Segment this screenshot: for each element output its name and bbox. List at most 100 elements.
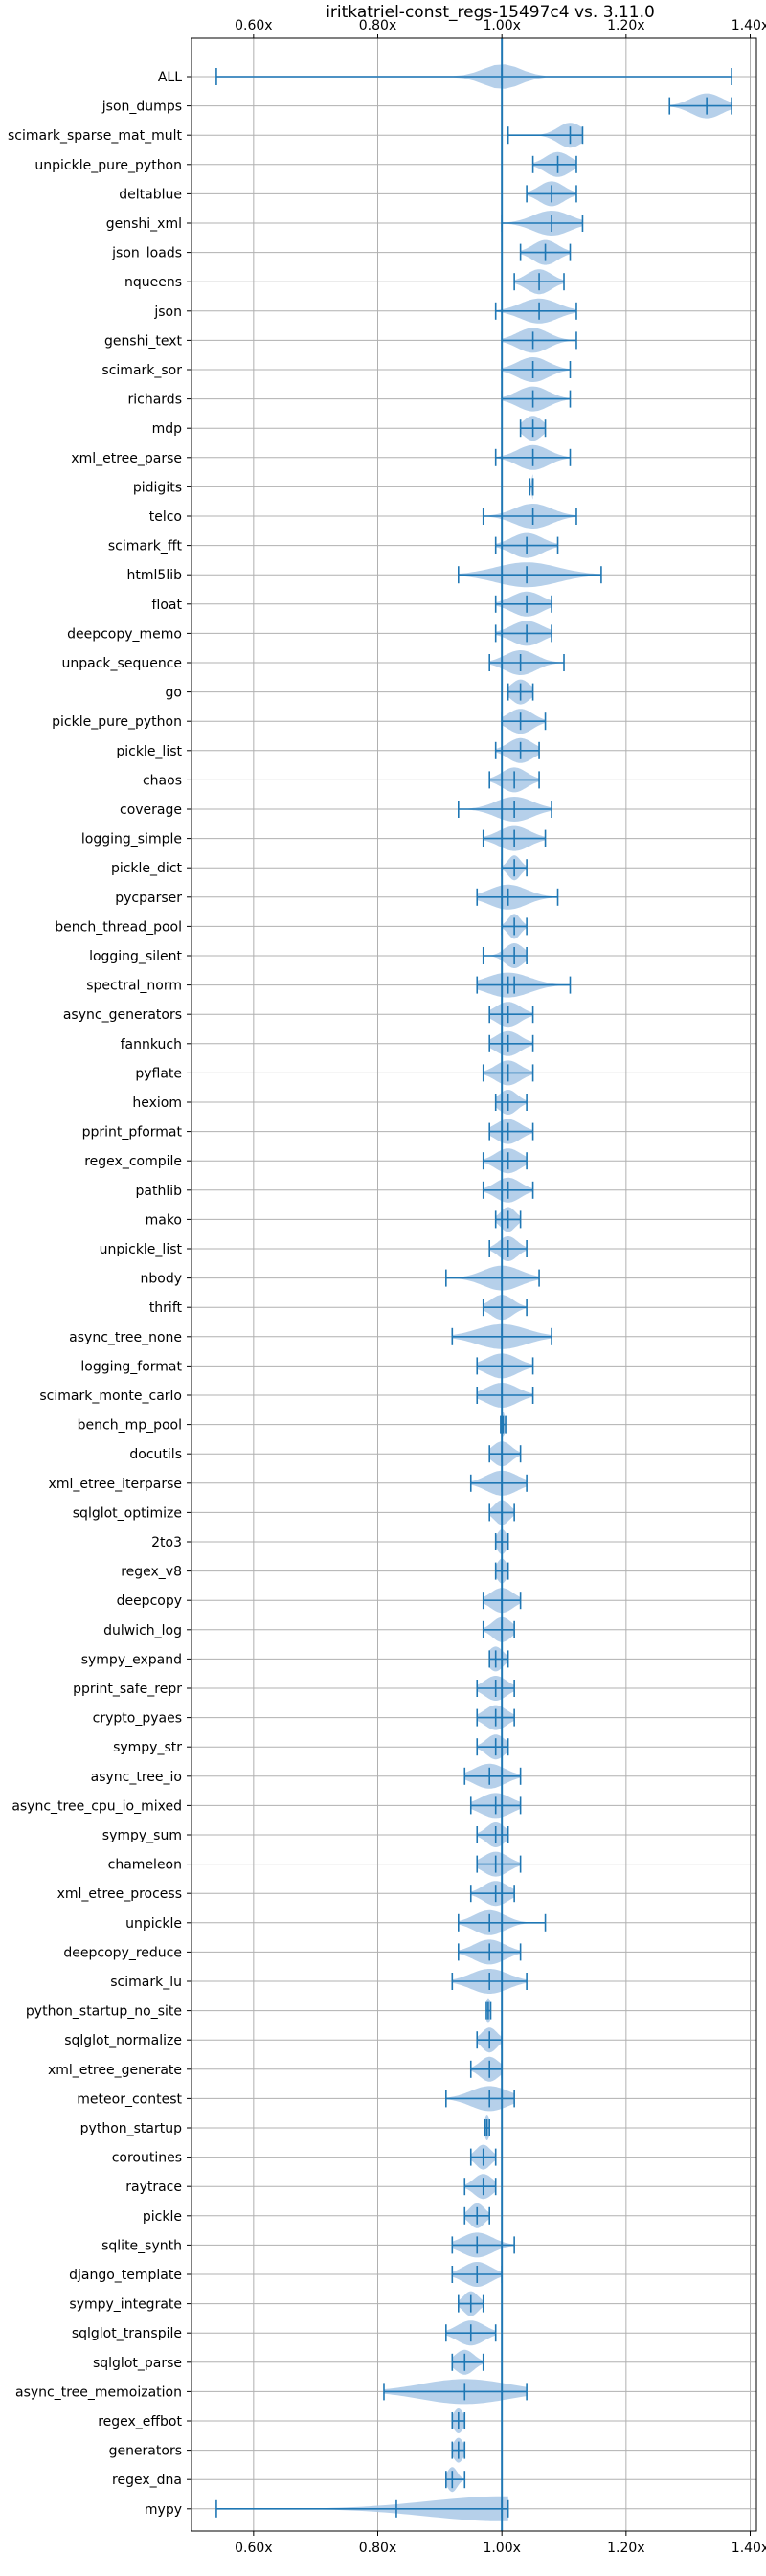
violin-regex_compile [482, 1148, 528, 1174]
violin-sqlite_synth [451, 2232, 515, 2258]
violin-unpack_sequence [488, 650, 565, 675]
y-tick-label: 2to3 [151, 1535, 182, 1550]
violin-json_loads [519, 239, 572, 265]
y-tick-label: xml_etree_parse [71, 451, 182, 466]
y-tick-label: docutils [129, 1447, 182, 1462]
violin-xml_etree_process [469, 1881, 515, 1907]
violin-async_generators [488, 1002, 534, 1028]
violin-django_template [451, 2262, 503, 2287]
violin-unpickle_list [488, 1236, 528, 1261]
axes: 0.60x 0.60x 0.80x 0.80x 1.00x 1.00x 1.20x 1.20x… [8, 18, 766, 2556]
y-tick-label: chameleon [108, 1858, 182, 1873]
violin-regex_effbot [451, 2408, 466, 2433]
violin-json_dumps [668, 93, 732, 119]
y-tick-label: mdp [152, 421, 183, 437]
y-tick-label: crypto_pyaes [93, 1711, 182, 1727]
violin-pickle_dict [501, 855, 528, 881]
violin-mako [494, 1207, 522, 1232]
violin-dulwich_log [482, 1616, 515, 1642]
violin-logging_silent [482, 943, 528, 968]
violin-json [494, 298, 577, 324]
violin-coverage [457, 797, 552, 822]
violin-deepcopy_memo [494, 621, 552, 646]
violin-coroutines [469, 2144, 497, 2170]
violin-deltablue [526, 181, 577, 207]
violin-pyflate [482, 1060, 534, 1086]
violin-sqlglot_transpile [445, 2320, 497, 2346]
violin-chaos [488, 767, 540, 793]
x-tick-label-top: 0.60x [235, 18, 272, 34]
violin-sympy_integrate [457, 2291, 484, 2316]
violin-sympy_expand [488, 1646, 509, 1672]
violin-xml_etree_iterparse [469, 1470, 528, 1496]
violin-logging_format [476, 1353, 534, 1379]
y-tick-label: async_tree_memoization [15, 2384, 182, 2400]
violin-pycparser [476, 884, 559, 910]
y-tick-label: fannkuch [121, 1037, 182, 1052]
y-tick-label: python_startup_no_site [26, 2004, 182, 2020]
violin-async_tree_cpu_io_mixed [469, 1793, 522, 1819]
x-tick-label-bottom: 0.60x [235, 2541, 272, 2556]
y-tick-label: xml_etree_iterparse [49, 1477, 182, 1492]
y-tick-label: xml_etree_generate [48, 2063, 182, 2078]
violin-pickle_list [494, 737, 540, 763]
y-tick-label: unpack_sequence [62, 656, 182, 671]
y-tick-label: pprint_pformat [82, 1125, 183, 1141]
y-tick-label: async_generators [63, 1007, 182, 1023]
y-tick-label: hexiom [132, 1096, 182, 1111]
y-tick-label: scimark_monte_carlo [39, 1389, 182, 1404]
violin-hexiom [494, 1090, 528, 1115]
violin-raytrace [463, 2174, 497, 2200]
violin-python_startup [484, 2115, 491, 2140]
violin-mdp [519, 416, 547, 441]
y-tick-label: logging_silent [89, 949, 182, 964]
y-tick-label: pathlib [136, 1184, 183, 1199]
x-tick-label-bottom: 0.80x [359, 2541, 396, 2556]
violin-sympy_str [476, 1734, 509, 1760]
violin-pidigits [529, 474, 534, 500]
y-tick-label: generators [109, 2444, 182, 2459]
y-tick-label: mypy [145, 2502, 182, 2518]
y-tick-label: regex_v8 [121, 1565, 182, 1580]
violin-mypy [215, 2496, 509, 2521]
y-tick-label: nqueens [124, 275, 182, 290]
violin-chameleon [476, 1851, 522, 1877]
y-tick-label: chaos [143, 773, 182, 788]
y-tick-label: coverage [120, 802, 182, 818]
chart-title: iritkatriel-const_regs-15497c4 vs. 3.11.… [326, 3, 655, 22]
y-tick-label: ALL [158, 70, 182, 85]
y-tick-label: raytrace [125, 2180, 182, 2195]
y-tick-label: async_tree_cpu_io_mixed [11, 1798, 182, 1814]
y-tick-label: json_loads [111, 246, 182, 261]
violins [215, 38, 732, 2531]
y-tick-label: pickle_pure_python [52, 714, 182, 730]
y-tick-label: json_dumps [101, 100, 182, 115]
violin-ALL [215, 64, 732, 89]
y-tick-label: unpickle [125, 1916, 182, 1932]
violin-pathlib [482, 1177, 534, 1203]
violin-float [494, 591, 552, 617]
y-tick-label: deepcopy_reduce [63, 1945, 182, 1960]
y-tick-label: async_tree_none [69, 1330, 182, 1345]
y-tick-label: xml_etree_process [57, 1887, 182, 1902]
violin-scimark_fft [494, 532, 559, 558]
y-tick-label: pyflate [135, 1066, 182, 1081]
y-tick-label: deltablue [119, 187, 182, 202]
violin-meteor_contest [445, 2086, 515, 2112]
y-tick-label: genshi_text [104, 333, 183, 349]
y-tick-label: bench_thread_pool [55, 919, 182, 935]
y-tick-label: logging_format [80, 1359, 182, 1374]
y-tick-label: sympy_expand [81, 1652, 182, 1667]
violin-genshi_xml [501, 211, 584, 236]
y-tick-label: pycparser [115, 891, 182, 906]
y-tick-label: pidigits [133, 480, 182, 495]
y-tick-label: regex_dna [112, 2473, 182, 2488]
y-tick-label: regex_compile [84, 1154, 182, 1169]
plot-frame [191, 37, 757, 2532]
y-tick-label: sympy_sum [102, 1828, 182, 1843]
violin-scimark_monte_carlo [476, 1383, 534, 1408]
violin-nbody [445, 1265, 540, 1291]
y-tick-label: sqlite_synth [101, 2238, 182, 2253]
violin-docutils [488, 1441, 522, 1467]
violin-go [507, 679, 534, 705]
